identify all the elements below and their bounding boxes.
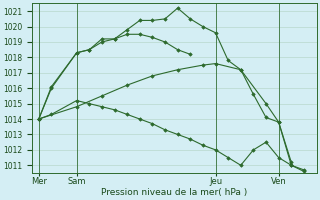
X-axis label: Pression niveau de la mer( hPa ): Pression niveau de la mer( hPa ) (101, 188, 248, 197)
